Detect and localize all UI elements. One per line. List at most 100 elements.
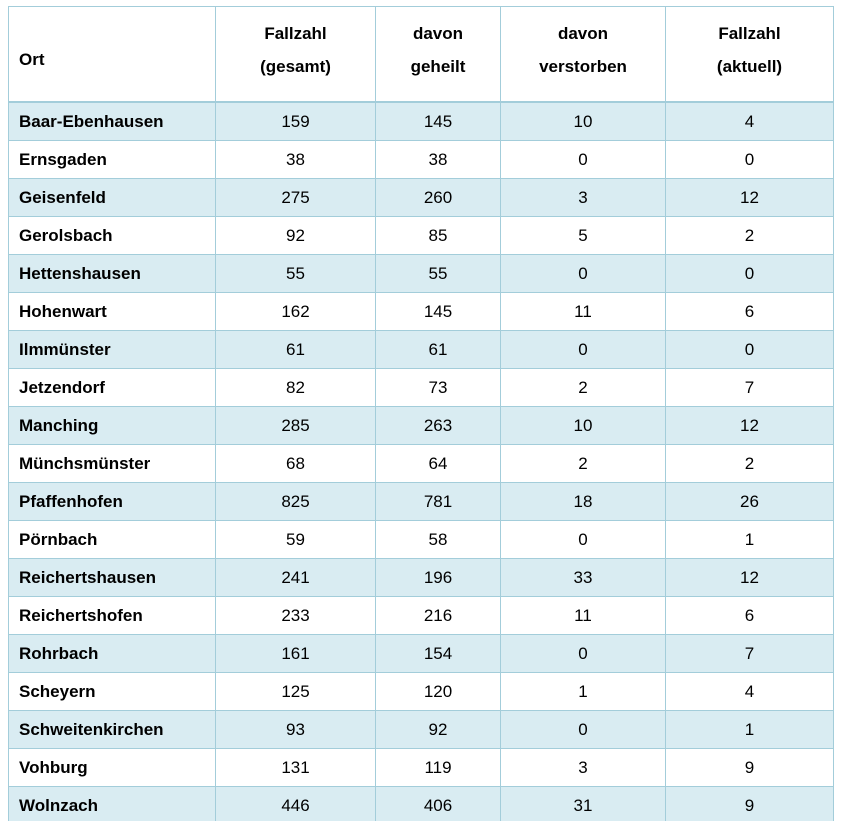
cell-aktuell: 1 bbox=[665, 710, 834, 749]
cell-geheilt: 120 bbox=[375, 672, 501, 711]
header-line1: davon bbox=[412, 24, 464, 43]
cell-aktuell: 6 bbox=[665, 596, 834, 635]
col-header-fallzahl-aktuell: Fallzahl (aktuell) bbox=[665, 6, 834, 103]
cell-gesamt: 93 bbox=[215, 710, 376, 749]
col-header-fallzahl-gesamt: Fallzahl (gesamt) bbox=[215, 6, 376, 103]
cell-gesamt: 131 bbox=[215, 748, 376, 787]
cell-ort: Ilmmünster bbox=[8, 330, 216, 369]
header-line1: davon bbox=[557, 24, 609, 43]
cell-verstorben: 3 bbox=[500, 178, 666, 217]
cell-geheilt: 406 bbox=[375, 786, 501, 821]
cell-aktuell: 7 bbox=[665, 634, 834, 673]
header-line1: Fallzahl bbox=[264, 24, 327, 43]
cell-aktuell: 9 bbox=[665, 748, 834, 787]
cell-aktuell: 12 bbox=[665, 178, 834, 217]
table-row: Reichertshausen 241 196 33 12 bbox=[8, 558, 834, 597]
cell-aktuell: 4 bbox=[665, 101, 834, 141]
cell-verstorben: 31 bbox=[500, 786, 666, 821]
cell-ort: Geisenfeld bbox=[8, 178, 216, 217]
cell-geheilt: 61 bbox=[375, 330, 501, 369]
cell-aktuell: 0 bbox=[665, 254, 834, 293]
cell-ort: Ernsgaden bbox=[8, 140, 216, 179]
cell-gesamt: 59 bbox=[215, 520, 376, 559]
cell-ort: Hohenwart bbox=[8, 292, 216, 331]
cell-ort: Rohrbach bbox=[8, 634, 216, 673]
table-row: Baar-Ebenhausen 159 145 10 4 bbox=[8, 101, 834, 141]
table-row: Gerolsbach 92 85 5 2 bbox=[8, 216, 834, 255]
cell-gesamt: 241 bbox=[215, 558, 376, 597]
covid-cases-table: Ort Fallzahl (gesamt) davon geheilt davon v… bbox=[8, 6, 834, 821]
cell-geheilt: 85 bbox=[375, 216, 501, 255]
cell-verstorben: 11 bbox=[500, 292, 666, 331]
cell-aktuell: 0 bbox=[665, 330, 834, 369]
cell-geheilt: 154 bbox=[375, 634, 501, 673]
table-row: Jetzendorf 82 73 2 7 bbox=[8, 368, 834, 407]
cell-verstorben: 5 bbox=[500, 216, 666, 255]
table-row: Ernsgaden 38 38 0 0 bbox=[8, 140, 834, 179]
table-row: Hettenshausen 55 55 0 0 bbox=[8, 254, 834, 293]
table-row: Reichertshofen 233 216 11 6 bbox=[8, 596, 834, 635]
cell-aktuell: 7 bbox=[665, 368, 834, 407]
cell-gesamt: 275 bbox=[215, 178, 376, 217]
cell-verstorben: 2 bbox=[500, 368, 666, 407]
cell-geheilt: 64 bbox=[375, 444, 501, 483]
header-row: Ort Fallzahl (gesamt) davon geheilt davon v… bbox=[8, 6, 834, 103]
cell-ort: Gerolsbach bbox=[8, 216, 216, 255]
cell-geheilt: 38 bbox=[375, 140, 501, 179]
cell-verstorben: 10 bbox=[500, 101, 666, 141]
cell-ort: Pfaffenhofen bbox=[8, 482, 216, 521]
cell-gesamt: 161 bbox=[215, 634, 376, 673]
cell-gesamt: 233 bbox=[215, 596, 376, 635]
cell-verstorben: 3 bbox=[500, 748, 666, 787]
cell-verstorben: 18 bbox=[500, 482, 666, 521]
cell-verstorben: 0 bbox=[500, 634, 666, 673]
table-row: Pfaffenhofen 825 781 18 26 bbox=[8, 482, 834, 521]
cell-aktuell: 4 bbox=[665, 672, 834, 711]
header-line1: Fallzahl bbox=[718, 24, 781, 43]
table-row: Vohburg 131 119 3 9 bbox=[8, 748, 834, 787]
col-header-davon-verstorben: davon verstorben bbox=[500, 6, 666, 103]
cell-aktuell: 6 bbox=[665, 292, 834, 331]
header-line2: (aktuell) bbox=[716, 57, 783, 76]
cell-ort: Reichertshausen bbox=[8, 558, 216, 597]
table-row: Münchsmünster 68 64 2 2 bbox=[8, 444, 834, 483]
cell-verstorben: 33 bbox=[500, 558, 666, 597]
cell-gesamt: 61 bbox=[215, 330, 376, 369]
cell-verstorben: 2 bbox=[500, 444, 666, 483]
cell-ort: Jetzendorf bbox=[8, 368, 216, 407]
cell-aktuell: 1 bbox=[665, 520, 834, 559]
header-line2: geheilt bbox=[410, 57, 466, 76]
col-header-davon-geheilt: davon geheilt bbox=[375, 6, 501, 103]
cell-ort: Manching bbox=[8, 406, 216, 445]
cell-aktuell: 2 bbox=[665, 216, 834, 255]
cell-aktuell: 12 bbox=[665, 406, 834, 445]
cell-ort: Scheyern bbox=[8, 672, 216, 711]
cell-geheilt: 92 bbox=[375, 710, 501, 749]
cell-geheilt: 145 bbox=[375, 101, 501, 141]
table-row: Hohenwart 162 145 11 6 bbox=[8, 292, 834, 331]
cell-verstorben: 0 bbox=[500, 330, 666, 369]
cell-gesamt: 162 bbox=[215, 292, 376, 331]
cell-geheilt: 58 bbox=[375, 520, 501, 559]
col-header-ort: Ort bbox=[8, 6, 216, 103]
table-row: Schweitenkirchen 93 92 0 1 bbox=[8, 710, 834, 749]
cell-ort: Wolnzach bbox=[8, 786, 216, 821]
cell-aktuell: 9 bbox=[665, 786, 834, 821]
cell-verstorben: 0 bbox=[500, 140, 666, 179]
table-row: Ilmmünster 61 61 0 0 bbox=[8, 330, 834, 369]
cell-geheilt: 196 bbox=[375, 558, 501, 597]
cell-aktuell: 0 bbox=[665, 140, 834, 179]
header-line2: (gesamt) bbox=[260, 57, 331, 76]
cell-gesamt: 92 bbox=[215, 216, 376, 255]
cell-gesamt: 38 bbox=[215, 140, 376, 179]
cell-aktuell: 12 bbox=[665, 558, 834, 597]
cell-gesamt: 825 bbox=[215, 482, 376, 521]
cell-ort: Münchsmünster bbox=[8, 444, 216, 483]
cell-verstorben: 10 bbox=[500, 406, 666, 445]
header-line2: verstorben bbox=[539, 57, 627, 76]
table-header: Ort Fallzahl (gesamt) davon geheilt davon v… bbox=[8, 6, 834, 103]
cell-gesamt: 55 bbox=[215, 254, 376, 293]
cell-geheilt: 260 bbox=[375, 178, 501, 217]
cell-gesamt: 82 bbox=[215, 368, 376, 407]
cell-verstorben: 11 bbox=[500, 596, 666, 635]
